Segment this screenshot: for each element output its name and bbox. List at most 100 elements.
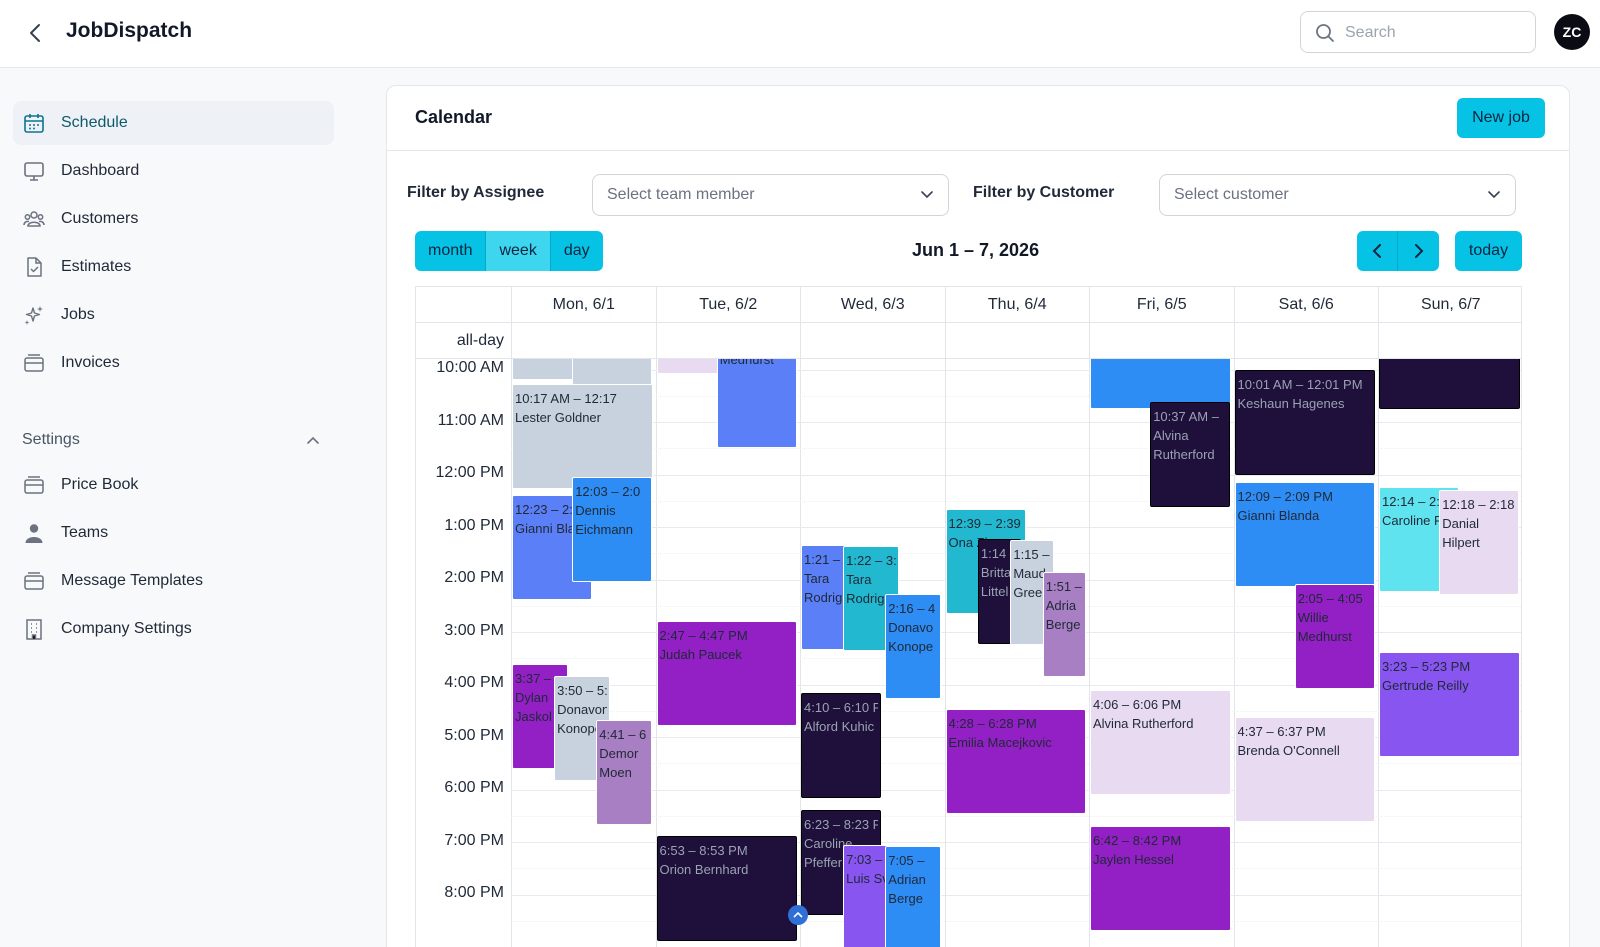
assignee-select[interactable]: Select team member <box>592 174 949 216</box>
event-title: Donavon Konope <box>557 701 608 736</box>
event-time: 1:15 – 3: <box>1013 547 1050 563</box>
time-label: 1:00 PM <box>444 516 504 534</box>
calendar-event[interactable]: 10:17 AM – 12:17 Lester Goldner <box>512 384 653 490</box>
back-button[interactable] <box>20 18 50 48</box>
calendar-event[interactable]: 6:53 – 8:53 PM Orion Bernhard <box>656 835 797 941</box>
all-day-cell[interactable] <box>1089 323 1234 359</box>
sidebar-item-jobs[interactable]: Jobs <box>13 293 334 337</box>
calendar-event[interactable]: 6:42 – 8:42 PM Jaylen Hessel <box>1090 826 1231 932</box>
event-title: Tara Rodrigu <box>804 571 850 606</box>
next-week-button[interactable] <box>1398 231 1439 271</box>
sidebar-item-label: Company Settings <box>61 620 192 637</box>
sidebar-item-message-templates[interactable]: Message Templates <box>13 559 334 603</box>
calendar-event[interactable]: 2:16 – 4 Donavo Konope <box>885 593 942 699</box>
event-title: Dylan Jaskol <box>515 690 552 725</box>
time-grid[interactable]: 10:00 AM 11:00 AM 12:00 PM 1:00 PM 2:00 PM 3:… <box>416 359 1521 947</box>
calendar-event[interactable]: 4:10 – 6:10 PM Alford Kuhic <box>801 693 882 799</box>
day-column-divider <box>511 359 512 947</box>
sidebar-item-schedule[interactable]: Schedule <box>13 101 334 145</box>
all-day-cell[interactable] <box>511 323 656 359</box>
event-time: 12:03 – 2:0 <box>575 484 641 500</box>
event-title: Caroline Pfeffer <box>804 835 853 870</box>
view-week-button[interactable]: week <box>486 231 551 271</box>
sidebar-item-dashboard[interactable]: Dashboard <box>13 149 334 193</box>
event-time: 3:23 – 5:23 PM <box>1382 659 1471 675</box>
hour-line <box>511 842 1521 843</box>
time-label: 3:00 PM <box>444 621 504 639</box>
all-day-cell[interactable] <box>1378 323 1521 359</box>
search-icon <box>1316 24 1334 42</box>
event-time: 7:05 – <box>888 853 925 869</box>
week-grid: Mon, 6/1 Tue, 6/2 Wed, 6/3 Thu, 6/4 Fri, 6/5… <box>415 286 1522 947</box>
customer-select[interactable]: Select customer <box>1159 174 1516 216</box>
search-input[interactable] <box>1345 20 1525 46</box>
all-day-row: all-day <box>416 323 1521 359</box>
sidebar-item-price-book[interactable]: Price Book <box>13 463 334 507</box>
top-bar: JobDispatch ZC <box>0 0 1600 68</box>
half-hour-line <box>511 868 1521 870</box>
scroll-up-icon[interactable] <box>788 905 808 925</box>
event-time: 2:16 – 4 <box>888 600 936 616</box>
calendar-event[interactable]: 12:18 – 2:18 Danial Hilpert <box>1439 490 1520 596</box>
calendar-event[interactable]: Margarett Medhurst <box>716 359 797 449</box>
event-title: Jaylen Hessel <box>1093 852 1174 868</box>
view-month-button[interactable]: month <box>415 231 487 271</box>
calendar-event[interactable]: 10:01 AM – 12:01 PM Keshaun Hagenes <box>1234 370 1375 476</box>
event-title: Luis Sv <box>846 870 889 886</box>
calendar-event[interactable]: 2:05 – 4:05 Willie Medhurst <box>1294 583 1375 689</box>
event-title: Keshaun Hagenes <box>1237 396 1345 412</box>
app-title: JobDispatch <box>66 19 193 42</box>
all-day-cell[interactable] <box>655 323 801 359</box>
sidebar-item-customers[interactable]: Customers <box>13 197 334 241</box>
calendar-event[interactable]: 12:03 – 2:0 Dennis Eichmann <box>572 477 653 583</box>
page-title: Calendar <box>415 107 493 127</box>
chevron-left-icon <box>30 24 40 42</box>
event-time: 3:37 – <box>515 671 552 687</box>
day-header: Sat, 6/6 <box>1233 287 1379 323</box>
all-day-cell[interactable] <box>800 323 945 359</box>
calendar-event[interactable]: 4:37 – 6:37 PM Brenda O'Connell <box>1234 716 1375 822</box>
event-title: Willie Medhurst <box>1297 609 1352 644</box>
calendar-event[interactable]: 2:47 – 4:47 PM Judah Paucek <box>656 620 797 726</box>
sidebar-item-label: Estimates <box>61 258 132 275</box>
search-box[interactable] <box>1300 11 1536 53</box>
calendar-event[interactable]: 3:23 – 5:23 PM Gertrude Reilly <box>1379 652 1520 758</box>
hour-line <box>511 894 1521 896</box>
calendar-event[interactable]: 1:51 – Adria Berge <box>1042 571 1086 677</box>
event-title: Dennis Eichmann <box>575 503 634 538</box>
user-avatar[interactable]: ZC <box>1554 14 1590 50</box>
sidebar-item-teams[interactable]: Teams <box>13 511 334 555</box>
calendar-event[interactable]: 4:41 – 6 Demor Moen <box>596 720 653 826</box>
calendar-event[interactable]: 10:37 AM – Alvina Rutherford <box>1150 401 1231 507</box>
sidebar-item-invoices[interactable]: Invoices <box>13 341 334 385</box>
event-time: 6:42 – 8:42 PM <box>1093 833 1182 849</box>
event-time: 4:28 – 6:28 PM <box>948 716 1037 731</box>
calendar-event[interactable]: Ellsworth Ward <box>1090 359 1231 409</box>
new-job-button[interactable]: New job <box>1457 98 1545 138</box>
sidebar-item-estimates[interactable]: Estimates <box>13 245 334 289</box>
filter-customer-label: Filter by Customer <box>973 184 1115 201</box>
event-title: Britta Littel <box>980 565 1012 600</box>
view-day-button[interactable]: day <box>550 231 603 271</box>
today-button[interactable]: today <box>1455 231 1522 271</box>
event-title: Maud Green <box>1013 566 1050 601</box>
calendar-event[interactable]: 7:05 – Adrian Berge <box>885 846 942 947</box>
view-switcher: month week day <box>415 231 603 271</box>
sidebar-item-company-settings[interactable]: Company Settings <box>13 607 334 651</box>
prev-week-button[interactable] <box>1357 231 1398 271</box>
tray-icon <box>23 352 45 374</box>
calendar-event[interactable]: 4:28 – 6:28 PM Emilia Macejkovic <box>945 709 1086 814</box>
half-hour-line <box>511 448 1521 450</box>
calendar-event[interactable]: Spencer Hyatt <box>1379 359 1520 409</box>
day-header: Wed, 6/3 <box>800 287 945 323</box>
day-header: Mon, 6/1 <box>511 287 656 323</box>
half-hour-line <box>511 815 1521 817</box>
settings-section-toggle[interactable]: Settings <box>22 428 334 452</box>
calendar-event[interactable]: Rodriguez <box>572 359 653 387</box>
sidebar-item-label: Jobs <box>61 306 95 323</box>
all-day-cell[interactable] <box>944 323 1090 359</box>
calendar-event[interactable]: 4:06 – 6:06 PM Alvina Rutherford <box>1090 689 1231 795</box>
calendar-event[interactable]: 12:09 – 2:09 PM Gianni Blanda <box>1234 482 1375 588</box>
all-day-cell[interactable] <box>1233 323 1379 359</box>
event-title: Danial Hilpert <box>1442 516 1480 551</box>
